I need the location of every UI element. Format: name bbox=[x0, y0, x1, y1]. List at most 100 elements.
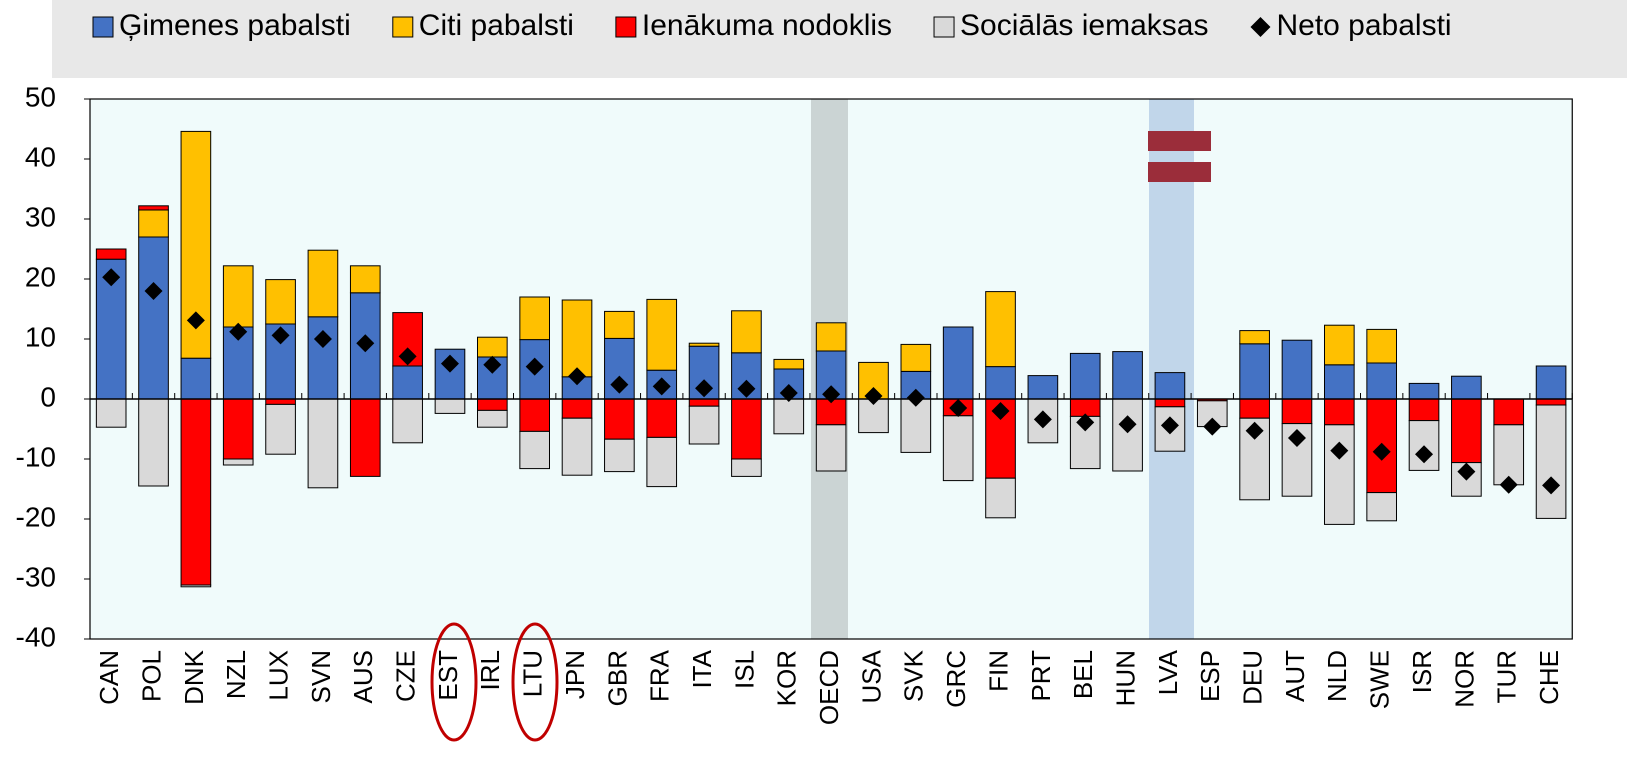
bar-segment bbox=[180, 584, 212, 588]
bar-segment bbox=[985, 477, 1016, 519]
x-tick-label: DEU bbox=[1238, 650, 1268, 705]
x-tick-label: FRA bbox=[645, 649, 675, 702]
diamond-marker bbox=[356, 334, 375, 353]
bar-segment bbox=[1408, 398, 1440, 422]
legend-label: Neto pabalsti bbox=[1276, 9, 1451, 42]
diamond-marker bbox=[1033, 410, 1052, 429]
diamond-marker bbox=[737, 379, 756, 398]
legend-swatch bbox=[92, 16, 114, 38]
bar-segment bbox=[222, 458, 254, 466]
bar-segment bbox=[815, 322, 847, 352]
x-tick-label: IRL bbox=[475, 650, 505, 690]
bar-segment bbox=[1451, 398, 1482, 464]
x-tick-label: ITA bbox=[687, 649, 717, 688]
x-tick-label: ESP bbox=[1195, 650, 1225, 702]
bar-segment bbox=[392, 365, 423, 400]
bar-segment bbox=[1324, 364, 1355, 400]
bar-segment bbox=[265, 279, 296, 325]
bar-segment bbox=[477, 336, 508, 358]
bar-segment bbox=[942, 326, 974, 400]
bar-segment bbox=[688, 405, 720, 445]
bar-segment bbox=[1069, 352, 1101, 400]
x-tick-label: CHE bbox=[1534, 650, 1564, 705]
bar-segment bbox=[1324, 424, 1355, 525]
diamond-marker bbox=[440, 354, 459, 373]
y-tick-label: 10 bbox=[25, 321, 56, 352]
legend-swatch bbox=[933, 16, 955, 38]
bar-segment bbox=[180, 357, 212, 400]
bar-segment bbox=[900, 343, 932, 372]
x-tick-label: JPN bbox=[560, 650, 590, 699]
bar-segment bbox=[519, 430, 550, 470]
bar-segment bbox=[95, 398, 127, 428]
x-tick-label: GBR bbox=[602, 650, 632, 706]
marks: -40 -30 -20 -10 0 10 20 30 40 50 CAN POL DNK NZL LUX SV… bbox=[16, 81, 1573, 725]
x-tick-label: NOR bbox=[1449, 650, 1479, 708]
bar-segment bbox=[222, 265, 254, 328]
bar-segment bbox=[1535, 365, 1567, 400]
diamond-marker bbox=[144, 282, 163, 300]
bar-segment bbox=[1493, 424, 1525, 486]
diamond-marker bbox=[483, 355, 502, 374]
y-tick-label: 30 bbox=[25, 201, 56, 232]
bar-segment bbox=[1154, 372, 1186, 400]
legend-swatch bbox=[615, 16, 637, 38]
diamond-marker bbox=[1415, 445, 1434, 464]
diamond-marker bbox=[779, 384, 798, 402]
diamond-marker bbox=[1076, 413, 1095, 432]
bar-segment bbox=[392, 398, 423, 444]
bar-segment bbox=[1239, 330, 1270, 345]
x-tick-label: LVA bbox=[1153, 649, 1183, 695]
legend-swatch bbox=[392, 16, 414, 38]
diamond-marker bbox=[1203, 417, 1222, 436]
x-tick-label: NZL bbox=[221, 650, 251, 699]
diamond-marker bbox=[864, 387, 883, 405]
bar-segment bbox=[95, 248, 127, 260]
legend-marker bbox=[1250, 17, 1271, 37]
x-tick-label: OECD bbox=[814, 650, 844, 725]
diamond-marker bbox=[652, 377, 671, 396]
highlight-circle bbox=[430, 622, 478, 742]
diamond-marker bbox=[1287, 429, 1306, 447]
bar-segment bbox=[519, 296, 550, 341]
x-tick-label: BEL bbox=[1068, 650, 1098, 699]
diamond-marker bbox=[1160, 416, 1179, 435]
bar-segment bbox=[138, 398, 169, 487]
diamond-marker bbox=[949, 399, 968, 417]
bar-segment bbox=[604, 310, 635, 339]
diamond-marker bbox=[229, 322, 248, 341]
bar-segment bbox=[731, 310, 762, 354]
y-tick-label: 20 bbox=[25, 261, 56, 292]
bar-segment bbox=[307, 249, 339, 318]
bar-segment bbox=[1239, 343, 1270, 400]
y-tick-label: -30 bbox=[16, 561, 56, 592]
diamond-marker bbox=[1245, 421, 1264, 440]
bar-segment bbox=[1239, 398, 1270, 419]
highlight-band bbox=[1149, 99, 1194, 639]
bar-segment bbox=[985, 366, 1016, 400]
bar-segment bbox=[1154, 398, 1186, 408]
diamond-marker bbox=[1542, 476, 1561, 495]
diamond-marker bbox=[398, 347, 417, 366]
x-tick-label: SWE bbox=[1365, 650, 1395, 709]
bar-segment bbox=[646, 436, 678, 488]
bar-segment bbox=[646, 398, 678, 438]
diamond-marker bbox=[906, 388, 925, 407]
bar-segment bbox=[519, 398, 550, 432]
bar-segment bbox=[773, 358, 805, 370]
y-tick-label: 40 bbox=[25, 141, 56, 172]
bar-segment bbox=[1366, 492, 1397, 522]
x-tick-label: PRT bbox=[1026, 650, 1056, 702]
bar-segment bbox=[1112, 351, 1143, 400]
bar-segment bbox=[561, 417, 593, 476]
bar-segment bbox=[604, 438, 635, 473]
diamond-marker bbox=[313, 330, 332, 348]
x-tick-label: GRC bbox=[941, 650, 971, 708]
diamond-marker bbox=[1118, 415, 1137, 434]
bar-segment bbox=[1281, 339, 1313, 400]
diamond-marker bbox=[610, 375, 629, 394]
bar-segment bbox=[222, 398, 254, 460]
legend-background bbox=[52, 0, 1627, 78]
bar-segment bbox=[434, 398, 466, 414]
